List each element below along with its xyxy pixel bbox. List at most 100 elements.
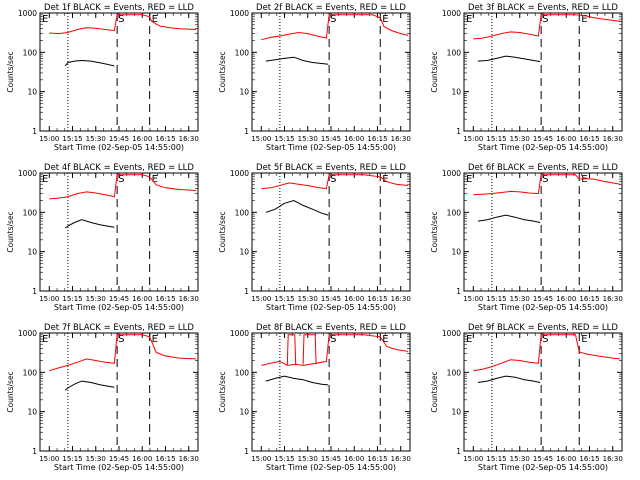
axes-frame	[463, 332, 623, 452]
x-tick-label: 15:00	[39, 455, 59, 463]
y-axis-label: Counts/sec	[6, 371, 15, 412]
x-tick-label: 16:00	[556, 295, 576, 303]
x-tick-label: 16:00	[132, 135, 152, 143]
x-tick-label: 16:30	[179, 295, 199, 303]
x-tick-label: 15:00	[463, 295, 483, 303]
y-tick-label: 1	[244, 447, 249, 456]
panel-title: Det 1f BLACK = Events, RED = LLD	[44, 3, 194, 13]
series-lld-line	[473, 334, 621, 372]
marker-label-end-right: E	[382, 334, 388, 345]
x-tick-label: 16:00	[344, 295, 364, 303]
series-events-line	[477, 375, 541, 383]
y-tick-label: 10	[27, 248, 37, 257]
y-tick-label: 10	[239, 248, 249, 257]
marker-label-end-right: E	[152, 14, 158, 25]
y-tick-label: 100	[235, 208, 250, 217]
panel-title: Det 4f BLACK = Events, RED = LLD	[44, 163, 194, 173]
x-tick-label: 15:45	[109, 135, 129, 143]
x-tick-label: 15:15	[486, 135, 506, 143]
axes-frame	[39, 12, 199, 132]
panel-1: Det 1f BLACK = Events, RED = LLD 1 10 100 10…	[6, 3, 199, 152]
x-tick-label: 15:15	[486, 455, 506, 463]
x-tick-label: 15:45	[533, 455, 553, 463]
y-tick-label: 10	[451, 248, 461, 257]
x-tick-label: 16:30	[603, 455, 623, 463]
x-tick-label: 15:30	[298, 455, 318, 463]
x-tick-label: 15:00	[463, 135, 483, 143]
y-tick-label: 1	[244, 287, 249, 296]
panel-4: Det 4f BLACK = Events, RED = LLD 1 10 100 10…	[6, 163, 199, 312]
axes-frame	[251, 12, 411, 132]
x-tick-label: 16:30	[179, 455, 199, 463]
x-tick-label: 16:30	[391, 135, 411, 143]
series-lld-line	[49, 174, 197, 200]
y-axis-label: Counts/sec	[218, 51, 227, 92]
series-lld-line	[261, 334, 409, 366]
marker-label-start: S	[330, 174, 336, 185]
y-tick-label: 1000	[230, 329, 249, 338]
x-tick-label: 15:15	[274, 295, 294, 303]
panel-title: Det 6f BLACK = Events, RED = LLD	[468, 163, 618, 173]
panel-3: Det 3f BLACK = Events, RED = LLD 1 10 100 10…	[430, 3, 623, 152]
marker-label-end-left: E	[466, 14, 472, 25]
x-tick-label: 16:00	[556, 135, 576, 143]
x-tick-label: 15:00	[251, 135, 271, 143]
series-lld-spike	[286, 334, 297, 366]
y-tick-label: 1	[456, 127, 461, 136]
x-tick-label: 15:00	[39, 135, 59, 143]
y-tick-label: 100	[23, 208, 38, 217]
axes-frame	[251, 172, 411, 292]
y-tick-label: 10	[27, 88, 37, 97]
x-tick-label: 16:15	[579, 135, 599, 143]
axes-frame	[39, 332, 199, 452]
marker-label-end-right: E	[152, 174, 158, 185]
y-axis-label: Counts/sec	[218, 211, 227, 252]
x-tick-label: 16:15	[367, 135, 387, 143]
y-axis-label: Counts/sec	[6, 211, 15, 252]
x-tick-label: 15:45	[533, 295, 553, 303]
marker-label-start: S	[330, 334, 336, 345]
axes-frame	[463, 172, 623, 292]
x-tick-label: 15:30	[86, 455, 106, 463]
axes-frame	[251, 332, 411, 452]
marker-label-end-right: E	[581, 174, 587, 185]
panel-9: Det 9f BLACK = Events, RED = LLD 1 10 100 10…	[430, 323, 623, 472]
y-tick-label: 10	[239, 88, 249, 97]
x-tick-label: 15:15	[274, 455, 294, 463]
marker-label-start: S	[542, 174, 548, 185]
x-axis-label: Start Time (02-Sep-05 14:55:00)	[478, 463, 608, 472]
y-tick-label: 1	[244, 127, 249, 136]
marker-label-start: S	[330, 14, 336, 25]
x-tick-label: 15:45	[109, 455, 129, 463]
y-tick-label: 1000	[18, 9, 37, 18]
series-events-line	[64, 380, 115, 391]
x-tick-label: 15:00	[251, 455, 271, 463]
x-tick-label: 16:30	[603, 135, 623, 143]
series-events-line	[265, 375, 329, 386]
y-tick-label: 100	[235, 368, 250, 377]
panel-title: Det 9f BLACK = Events, RED = LLD	[468, 323, 618, 333]
x-tick-label: 15:15	[62, 295, 82, 303]
marker-label-end-right: E	[581, 14, 587, 25]
marker-label-end-right: E	[581, 334, 587, 345]
y-axis-label: Counts/sec	[6, 51, 15, 92]
x-tick-label: 16:00	[132, 295, 152, 303]
x-tick-label: 16:15	[367, 455, 387, 463]
axes-frame	[39, 172, 199, 292]
marker-label-end-left: E	[42, 14, 48, 25]
series-lld-line	[473, 14, 621, 40]
y-tick-label: 100	[447, 208, 462, 217]
x-tick-label: 16:15	[155, 455, 175, 463]
x-tick-label: 15:45	[321, 455, 341, 463]
marker-label-start: S	[542, 334, 548, 345]
y-tick-label: 1000	[442, 329, 461, 338]
panel-6: Det 6f BLACK = Events, RED = LLD 1 10 100 10…	[430, 163, 623, 312]
marker-label-start: S	[118, 334, 124, 345]
y-tick-label: 10	[451, 88, 461, 97]
y-axis-label: Counts/sec	[430, 51, 439, 92]
marker-label-start: S	[118, 14, 124, 25]
x-tick-label: 15:15	[62, 455, 82, 463]
y-tick-label: 1000	[230, 169, 249, 178]
marker-label-start: S	[542, 14, 548, 25]
